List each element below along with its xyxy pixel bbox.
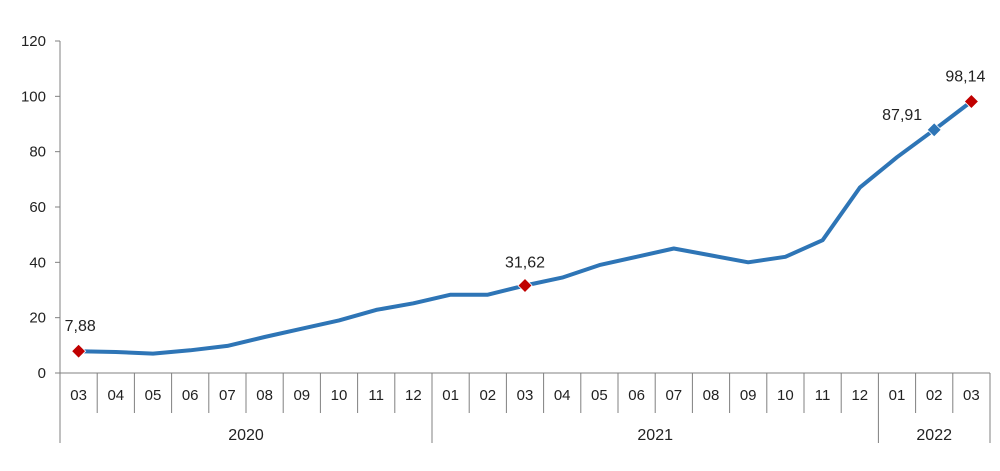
y-axis: 0 20 40 60 80 100 120: [21, 33, 61, 382]
data-marker: [71, 343, 87, 359]
x-tick-label: 10: [331, 387, 348, 404]
x-tick-label: 09: [740, 387, 757, 404]
y-tick-label: 100: [21, 88, 46, 105]
x-tick-label: 08: [703, 387, 720, 404]
x-tick-label: 03: [963, 387, 980, 404]
y-tick-label: 40: [29, 254, 46, 271]
series-line: [76, 99, 974, 356]
x-tick-label: 05: [591, 387, 608, 404]
series-layer: [76, 99, 974, 356]
x-tick-label: 12: [405, 387, 422, 404]
x-tick-label: 01: [442, 387, 459, 404]
data-labels: 7,88 31,62 87,91 98,14: [65, 68, 986, 359]
x-tick-label: 04: [554, 387, 571, 404]
y-tick-label: 80: [29, 144, 46, 161]
data-label: 7,88: [65, 318, 96, 335]
data-marker: [517, 277, 533, 294]
x-tick-label: 06: [182, 387, 199, 404]
x-tick-label: 07: [219, 387, 236, 404]
y-tick-label: 120: [21, 33, 46, 50]
x-tick-label: 10: [777, 387, 794, 404]
x-tick-label: 05: [145, 387, 162, 404]
y-tick-label: 0: [38, 365, 46, 382]
data-label: 98,14: [945, 68, 985, 85]
x-tick-label: 02: [926, 387, 943, 404]
x-tick-label: 11: [368, 387, 384, 404]
x-tick-label: 02: [479, 387, 496, 404]
year-label: 2022: [916, 427, 952, 444]
year-label: 2020: [228, 427, 264, 444]
x-tick-label: 09: [293, 387, 310, 404]
data-marker: [926, 122, 942, 138]
x-tick-label: 03: [517, 387, 534, 404]
year-label: 2021: [637, 427, 673, 444]
data-label: 87,91: [882, 107, 922, 124]
x-tick-label: 06: [628, 387, 645, 404]
x-tick-label: 08: [256, 387, 273, 404]
x-tick-label: 11: [815, 387, 831, 404]
data-marker: [963, 93, 979, 110]
x-tick-label: 07: [665, 387, 682, 404]
x-tick-label: 01: [889, 387, 906, 404]
x-tick-label: 04: [107, 387, 124, 404]
x-tick-label: 12: [851, 387, 868, 404]
y-tick-label: 60: [29, 199, 46, 216]
data-label: 31,62: [505, 255, 545, 272]
x-axis: 03 04 05 06 07 08 09 10 11 12 01 02 03 04 05 06 07 08 09 10…: [59, 372, 991, 444]
x-tick-label: 03: [70, 387, 87, 404]
y-tick-label: 20: [29, 310, 46, 327]
